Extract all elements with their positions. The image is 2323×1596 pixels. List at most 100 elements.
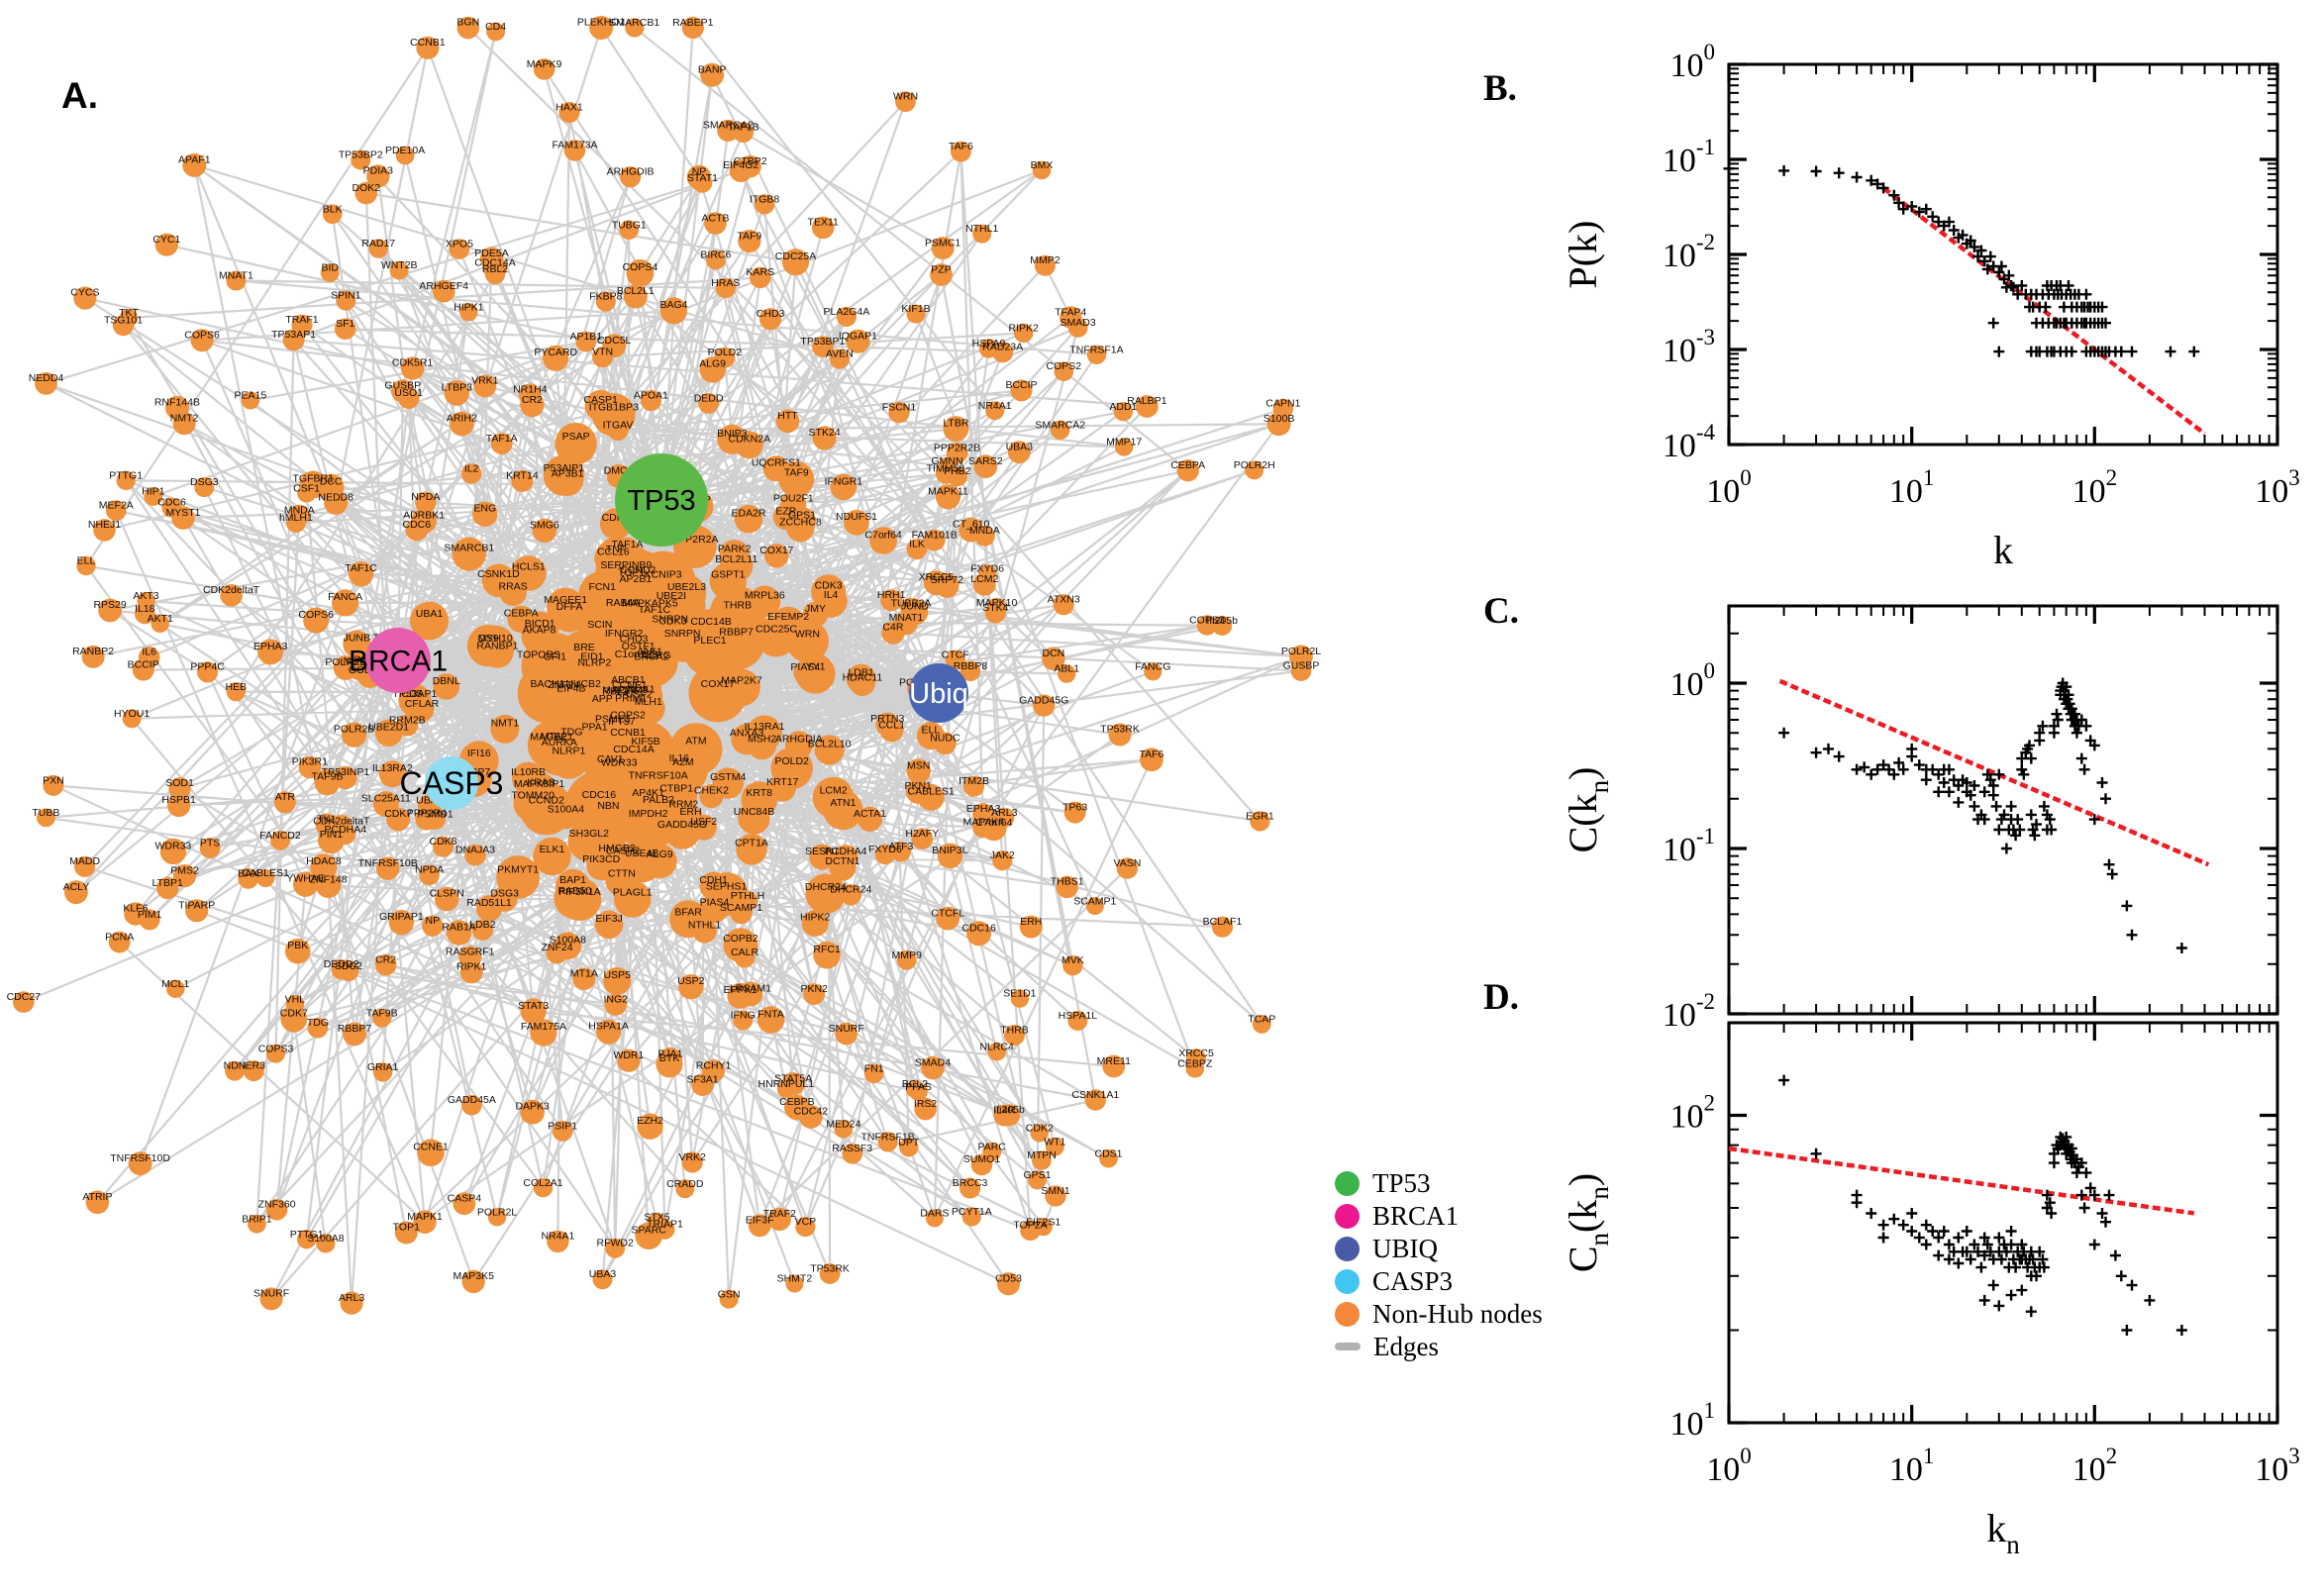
network-node [754,194,775,215]
network-node [731,724,762,755]
node-label: LDB2 [469,919,495,931]
tick-label: 101 [1889,1444,1935,1488]
node-label: PYCARD [534,347,577,358]
node-label: EIF3F [746,1215,774,1227]
network-node [1033,694,1056,717]
network-node [829,349,851,369]
node-label: RAD51L1 [466,897,512,909]
network-node [1086,345,1107,364]
network-node [243,1060,264,1082]
node-swatch-icon [1335,1203,1360,1229]
node-label: SPARC [631,1225,666,1237]
node-label: POU2F1 [773,493,814,505]
network-node [35,372,57,395]
node-label: A2M [672,756,694,768]
node-label: TEX11 [808,217,839,229]
fit-line [1728,1146,2195,1216]
network-node [1099,1148,1118,1168]
node-label: MYH10 [478,633,513,645]
node-label: THBS1 [1051,876,1084,888]
network-node [617,1048,641,1072]
network-node [520,782,573,836]
node-label: MAP4K4 [962,816,1004,828]
node-label: VCP [795,1216,817,1228]
node-label: IL4 [824,589,839,601]
network-node [1057,664,1076,683]
node-label: SE1D1 [1003,988,1036,1000]
node-label: CCNB1 [410,37,446,49]
node-label: RNF144B [154,396,200,408]
network-node [37,808,55,828]
node-label: COX17 [701,678,736,690]
node-label: CEBPB [779,1096,815,1108]
network-node [834,1120,854,1139]
node-label: HSPB1 [161,794,196,806]
network-node [594,540,633,578]
node-label: EZH2 [637,1115,663,1127]
node-label: MYST1 [165,507,200,519]
network-node [606,620,661,675]
node-label: EPHA3 [966,803,1001,815]
node-label: BID [321,262,339,274]
network-node [341,722,367,748]
network-node [453,1192,476,1216]
node-label: TGFBR1 [292,473,334,485]
node-label: BTK [659,1052,679,1064]
network-node [182,152,207,177]
node-label: PSMC1 [925,237,960,249]
network-node [533,1178,554,1198]
network-node [572,967,596,990]
network-node [1007,441,1031,464]
network-node [459,303,478,322]
network-node [985,401,1005,421]
network-node [372,1062,393,1082]
network-node [334,765,357,790]
node-label: SF3A1 [687,1073,719,1085]
network-node [297,1230,317,1249]
network-node [338,960,359,982]
node-label: ZNF24 [541,942,572,953]
hub-label-ubiq: Ubiq [909,678,968,710]
network-node [972,224,992,244]
network-node [811,216,835,240]
node-label: LCM2 [970,573,998,585]
node-label: CT_610 [953,519,990,531]
network-node [343,1022,366,1047]
network-node [507,605,535,634]
minor-ticks [1729,64,2277,445]
node-label: ELL [922,724,941,736]
node-label: WRN [795,628,820,640]
node-label: NDN [224,1060,247,1072]
network-node [286,513,306,533]
network-node [961,1207,981,1227]
network-node [780,491,807,518]
node-label: PFAS [905,1081,932,1093]
node-label: NPDA [415,864,444,876]
network-node [733,1010,754,1031]
network-node [122,709,142,729]
network-node [298,755,322,779]
network-node [354,181,378,205]
node-label: RBL2 [482,263,508,275]
network-node [444,380,470,406]
x-axis-title: k [1993,528,2013,572]
network-node [1045,1137,1064,1156]
network-node [85,1190,110,1215]
node-label: KRT8 [746,787,772,799]
node-label: NBN [597,800,619,812]
network-node [416,36,440,59]
network-node [464,844,486,866]
node-label: RBBP8 [954,660,988,672]
node-label: CDC42 [794,1106,829,1118]
network-node [322,204,343,225]
network-node [906,304,926,324]
node-label: ATN1 [830,797,856,809]
network-node [729,158,753,182]
node-label: CYCS [70,287,99,299]
legend-item-brca1: BRCA1 [1335,1202,1543,1229]
network-node [563,140,586,161]
node-label: ITGB8 [750,193,780,205]
node-label: TSG101 [104,315,143,327]
network-node [1028,1170,1047,1190]
